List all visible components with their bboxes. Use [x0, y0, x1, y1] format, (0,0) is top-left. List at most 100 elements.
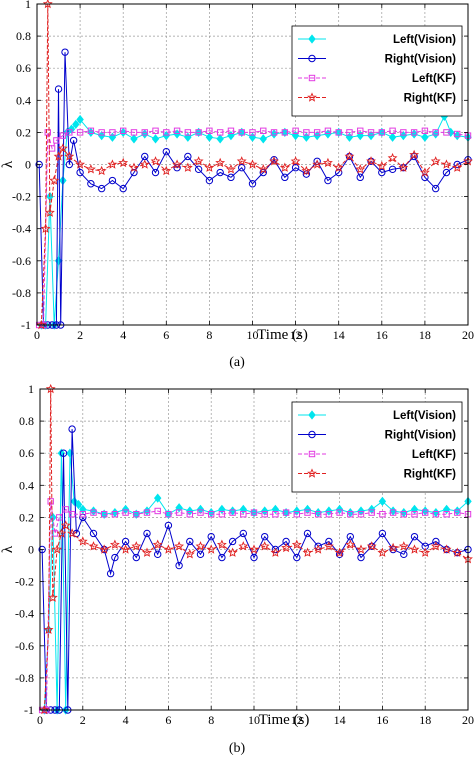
- data-point: [186, 510, 194, 518]
- data-point: [174, 541, 185, 551]
- data-point: [453, 160, 461, 169]
- data-point: [431, 184, 440, 193]
- y-tick-label: 1: [28, 382, 34, 396]
- data-point: [281, 542, 292, 553]
- data-point: [68, 425, 76, 433]
- data-point: [421, 127, 429, 134]
- data-point: [141, 129, 148, 136]
- data-point: [44, 129, 51, 136]
- y-tick-label: -0.6: [15, 639, 34, 653]
- data-point: [249, 544, 259, 554]
- x-tick-label: 18: [419, 328, 431, 342]
- data-point: [454, 509, 461, 516]
- data-point: [194, 165, 203, 174]
- data-point: [248, 132, 257, 142]
- x-tick-label: 14: [333, 328, 345, 342]
- data-point: [143, 529, 151, 538]
- data-point: [303, 129, 310, 136]
- data-point: [357, 506, 365, 516]
- data-point: [98, 129, 105, 136]
- x-tick-label: 0: [37, 713, 43, 727]
- legend-label: Left(KF): [412, 449, 456, 461]
- series-line: [38, 52, 469, 326]
- legend-marker: [308, 430, 316, 439]
- data-point: [346, 129, 353, 136]
- data-point: [121, 504, 130, 515]
- data-point: [270, 547, 281, 557]
- data-point: [282, 507, 290, 518]
- data-point: [281, 127, 289, 138]
- data-point: [421, 132, 429, 142]
- x-tick-label: 20: [462, 713, 474, 727]
- data-point: [356, 544, 366, 554]
- x-tick-label: 0: [34, 328, 40, 342]
- data-point: [208, 510, 215, 518]
- data-point: [269, 156, 279, 166]
- y-tick-label: -0.4: [15, 607, 34, 621]
- data-point: [59, 132, 67, 139]
- y-tick-label: 0.2: [16, 125, 31, 139]
- data-point: [152, 127, 159, 134]
- data-point: [291, 539, 302, 549]
- data-point: [398, 162, 409, 172]
- legend-marker: [308, 450, 316, 458]
- data-point: [430, 156, 441, 166]
- x-tick-label: 16: [376, 328, 388, 342]
- data-point: [205, 176, 214, 185]
- data-point: [258, 164, 269, 174]
- data-point: [335, 504, 344, 515]
- data-point: [377, 547, 388, 557]
- legend-label: Right(Vision): [385, 430, 457, 442]
- legend-label: Right(KF): [404, 469, 457, 481]
- data-point: [366, 541, 377, 551]
- data-point: [96, 165, 107, 176]
- data-point: [206, 127, 213, 134]
- data-point: [154, 550, 162, 559]
- legend-box: [291, 401, 463, 493]
- data-point: [76, 168, 84, 177]
- data-point: [107, 159, 118, 169]
- legend-marker: [308, 34, 316, 44]
- data-point: [238, 541, 249, 551]
- data-point: [173, 129, 181, 139]
- data-point: [60, 520, 71, 530]
- chart-2: 0 2 4 6 8 10 12 14 16 18 20 1 0.8 0.6 0.4 0.2 0 -0.2 -0.4 -…: [0, 382, 474, 756]
- data-point: [260, 127, 267, 134]
- data-point: [76, 129, 84, 136]
- data-point: [357, 553, 365, 562]
- x-tick-label: 6: [163, 328, 169, 342]
- data-point: [108, 176, 117, 185]
- data-point: [291, 164, 300, 172]
- legend-marker: [307, 468, 317, 478]
- data-point: [411, 510, 418, 518]
- data-point: [226, 164, 236, 174]
- data-point: [109, 539, 120, 549]
- data-point: [387, 152, 398, 163]
- data-point: [151, 134, 160, 144]
- data-point: [195, 541, 206, 551]
- data-point: [172, 159, 182, 169]
- data-point: [129, 162, 139, 172]
- data-point: [388, 165, 397, 174]
- data-point: [77, 536, 88, 546]
- data-point: [76, 114, 84, 125]
- data-point: [248, 180, 257, 188]
- data-point: [290, 156, 301, 166]
- data-point: [303, 529, 312, 538]
- data-point: [452, 162, 463, 172]
- data-point: [206, 544, 217, 554]
- data-point: [150, 156, 161, 166]
- data-point: [43, 624, 54, 634]
- data-point: [388, 132, 397, 142]
- y-tick-label: 0: [25, 158, 31, 172]
- data-point: [272, 510, 279, 518]
- data-point: [39, 704, 50, 715]
- data-point: [238, 164, 246, 172]
- data-point: [195, 129, 202, 136]
- data-point: [64, 151, 75, 161]
- data-point: [430, 541, 441, 551]
- data-point: [120, 127, 127, 134]
- data-point: [184, 129, 192, 136]
